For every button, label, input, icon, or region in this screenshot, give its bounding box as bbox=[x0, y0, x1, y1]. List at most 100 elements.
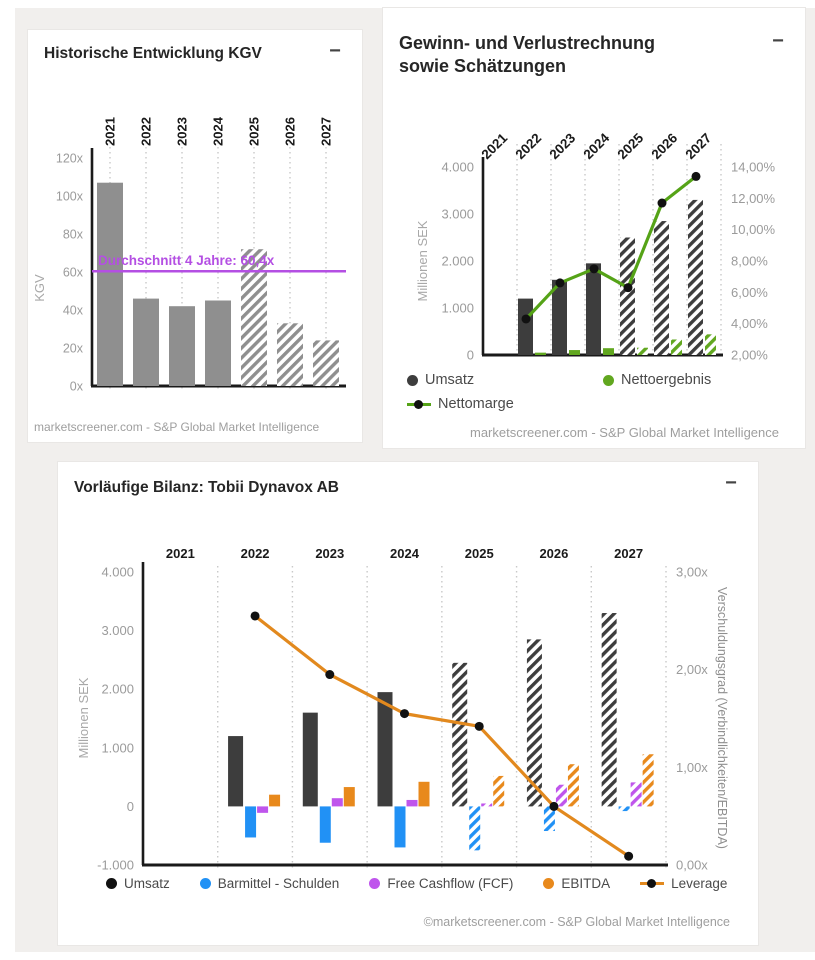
left-axis-tick: 3.000 bbox=[101, 623, 134, 638]
bar-KGV bbox=[241, 249, 267, 386]
left-axis-tick: 40x bbox=[63, 304, 84, 318]
point-Leverage bbox=[624, 851, 634, 861]
bar-Nettoergebnis bbox=[569, 350, 580, 355]
bar-Free Cashflow (FCF) bbox=[406, 799, 418, 807]
year-label: 2026 bbox=[649, 130, 681, 162]
legend-label: Nettoergebnis bbox=[621, 372, 712, 388]
bar-KGV bbox=[133, 298, 159, 386]
legend-item[interactable]: Leverage bbox=[640, 876, 727, 891]
bar-Umsatz bbox=[377, 692, 393, 807]
collapse-icon[interactable]: − bbox=[720, 472, 742, 494]
legend-item[interactable]: Free Cashflow (FCF) bbox=[369, 876, 513, 891]
legend: Umsatz Barmittel - Schulden Free Cashflow … bbox=[106, 876, 738, 891]
legend-dot-icon bbox=[407, 374, 418, 386]
legend-item[interactable]: Umsatz bbox=[106, 876, 170, 891]
bar-Nettoergebnis bbox=[535, 352, 546, 355]
bar-EBITDA bbox=[343, 787, 355, 807]
right-axis-tick: 10,00% bbox=[731, 222, 776, 237]
point-Nettomarge bbox=[521, 314, 531, 324]
bar-Umsatz bbox=[688, 199, 703, 355]
bar-KGV bbox=[277, 323, 303, 386]
bar-KGV bbox=[169, 306, 195, 386]
legend-item[interactable]: EBITDA bbox=[543, 876, 610, 891]
bar-Barmittel - Schulden bbox=[394, 806, 406, 848]
right-axis-tick: 12,00% bbox=[731, 191, 776, 206]
year-label: 2025 bbox=[465, 546, 494, 561]
chart-title: Vorläufige Bilanz: Tobii Dynavox AB bbox=[74, 479, 339, 496]
bar-EBITDA bbox=[642, 754, 654, 807]
year-label: 2023 bbox=[175, 117, 190, 146]
point-Leverage bbox=[325, 670, 335, 680]
bar-Umsatz bbox=[620, 237, 635, 355]
bar-Nettoergebnis bbox=[637, 347, 648, 355]
bar-Barmittel - Schulden bbox=[543, 806, 555, 832]
legend-dot-icon bbox=[369, 878, 381, 889]
bar-KGV bbox=[97, 182, 123, 386]
collapse-icon[interactable]: − bbox=[324, 40, 346, 62]
year-label: 2023 bbox=[315, 546, 344, 561]
legend-label: Umsatz bbox=[425, 372, 475, 388]
legend-label: EBITDA bbox=[561, 876, 611, 891]
bar-KGV bbox=[205, 300, 231, 386]
point-Nettomarge bbox=[589, 264, 599, 274]
year-label: 2025 bbox=[247, 117, 262, 146]
bar-EBITDA bbox=[418, 781, 430, 807]
left-axis-tick: 0x bbox=[70, 380, 84, 394]
bar-Umsatz bbox=[654, 221, 669, 355]
point-Nettomarge bbox=[623, 283, 633, 293]
bar-Umsatz bbox=[601, 613, 617, 807]
year-label: 2027 bbox=[614, 546, 643, 561]
right-axis-tick: 2,00x bbox=[676, 662, 708, 677]
kgv-history-chart: 2021 2022 2023 2024 2025 2026 2027 0x 20x 40x 60x 8… bbox=[32, 116, 346, 394]
bar-Umsatz bbox=[452, 662, 468, 807]
right-axis-tick: 3,00x bbox=[676, 565, 708, 580]
pnl-estimates-chart: 2021 2022 2023 2024 2025 2026 202701.0002.0003… bbox=[415, 130, 776, 363]
point-Nettomarge bbox=[657, 198, 667, 208]
bar-Nettoergebnis bbox=[603, 348, 614, 355]
point-Leverage bbox=[400, 709, 409, 719]
right-axis-tick: 8,00% bbox=[731, 254, 768, 269]
left-axis-tick: 80x bbox=[63, 228, 84, 242]
year-label: 2026 bbox=[283, 117, 298, 146]
legend-item[interactable]: Nettoergebnis bbox=[603, 372, 799, 388]
legend-item[interactable]: Umsatz bbox=[407, 372, 603, 388]
legend-item[interactable]: Nettomarge bbox=[407, 396, 603, 412]
bar-Barmittel - Schulden bbox=[319, 806, 331, 843]
point-Leverage bbox=[474, 721, 484, 731]
collapse-icon[interactable]: − bbox=[767, 30, 789, 52]
source-attribution: marketscreener.com - S&P Global Market I… bbox=[34, 420, 320, 434]
left-axis-tick: 20x bbox=[63, 342, 84, 356]
right-axis-label: Verschuldungsgrad (Verbindlichkeiten/EBI… bbox=[715, 587, 729, 849]
point-Leverage bbox=[250, 611, 260, 621]
chart-title: Gewinn- und Verlustrechnung sowie Schätz… bbox=[399, 33, 656, 76]
left-axis-tick: 2.000 bbox=[101, 682, 134, 697]
point-Leverage bbox=[549, 801, 559, 811]
line-Nettomarge bbox=[524, 175, 697, 321]
left-axis-tick: 60x bbox=[63, 266, 84, 280]
bar-Free Cashflow (FCF) bbox=[257, 806, 269, 813]
bar-Umsatz bbox=[526, 639, 542, 807]
legend-item[interactable]: Barmittel - Schulden bbox=[199, 876, 339, 891]
legend-label: Nettomarge bbox=[438, 396, 514, 412]
point-Nettomarge bbox=[555, 278, 565, 288]
right-axis-tick: 4,00% bbox=[731, 316, 768, 331]
year-label: 2027 bbox=[683, 130, 715, 162]
point-Nettomarge bbox=[691, 171, 701, 181]
bar-Nettoergebnis bbox=[705, 334, 716, 355]
left-axis-label: KGV bbox=[32, 274, 47, 302]
bar-Umsatz bbox=[302, 712, 318, 807]
line-Leverage bbox=[254, 614, 630, 858]
year-label: 2025 bbox=[615, 130, 647, 162]
left-axis-tick: 4.000 bbox=[441, 160, 474, 175]
year-label: 2021 bbox=[103, 117, 118, 146]
legend-dot-icon bbox=[199, 878, 211, 889]
left-axis-label: Millionen SEK bbox=[76, 677, 91, 758]
legend-line-dot-icon bbox=[407, 399, 431, 410]
bar-KGV bbox=[313, 340, 339, 386]
legend-dot-icon bbox=[106, 878, 117, 889]
bar-Free Cashflow (FCF) bbox=[331, 798, 343, 807]
year-label: 2023 bbox=[547, 130, 579, 162]
bar-Nettoergebnis bbox=[671, 339, 682, 355]
year-label: 2022 bbox=[513, 130, 545, 162]
